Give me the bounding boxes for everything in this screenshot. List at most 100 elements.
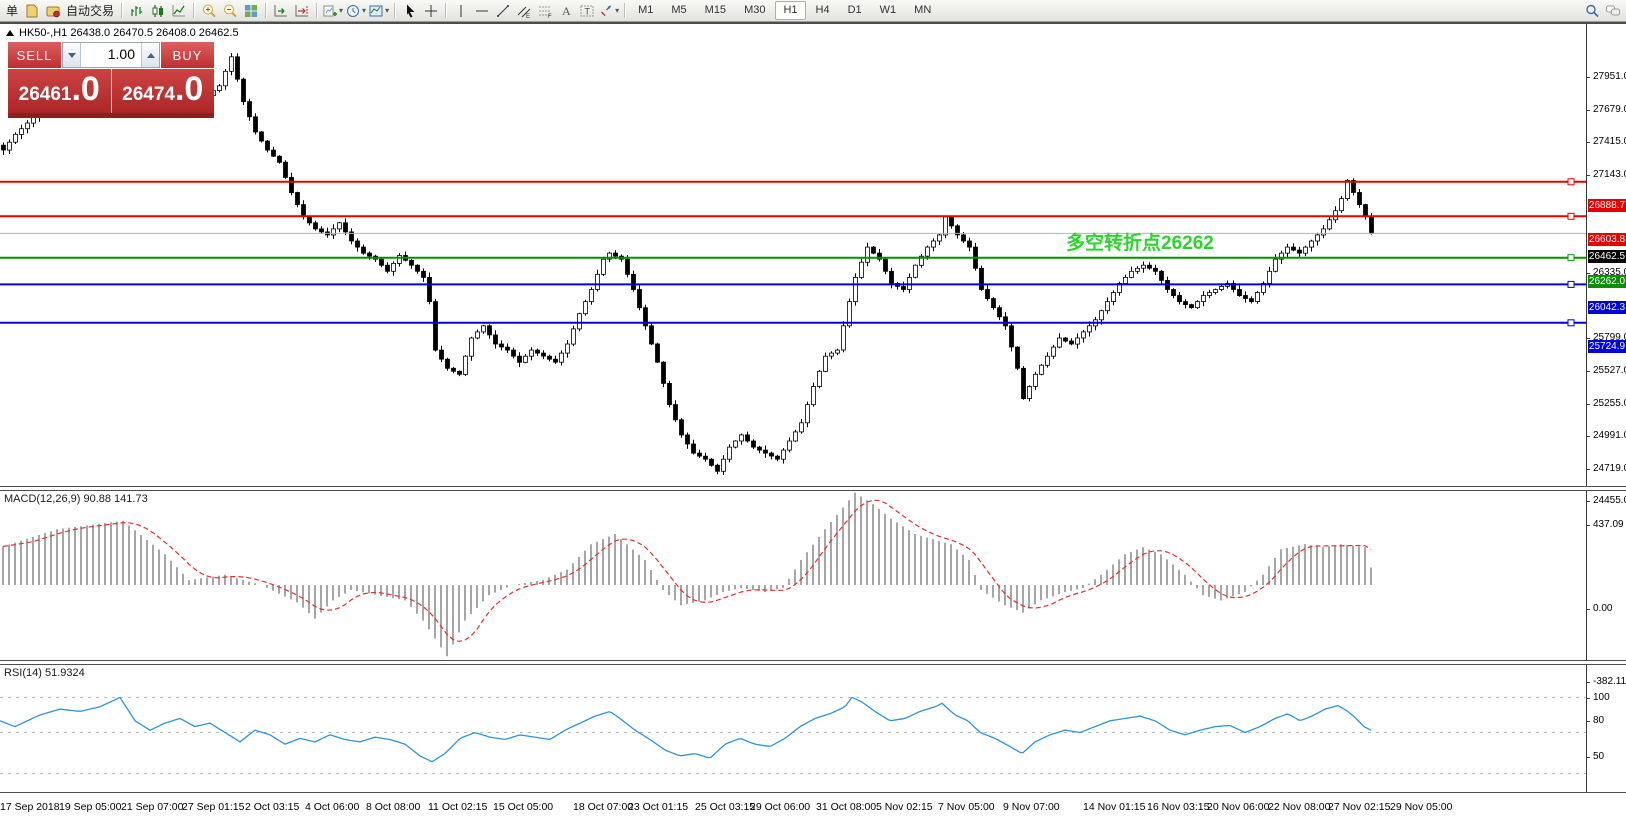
sell-price-button[interactable]: 26461.0 [8, 69, 111, 113]
date-tick-label: 4 Oct 06:00 [305, 801, 360, 813]
shift-glyph [295, 4, 308, 16]
zoom-out-button[interactable] [220, 1, 239, 20]
chart-area[interactable]: HK50-,H1 26438.0 26470.5 26408.0 26462.5… [0, 24, 1626, 821]
volume-input[interactable]: 1.00 [107, 46, 135, 62]
timeframe-m15-button[interactable]: M15 [704, 4, 727, 16]
fibonacci-button[interactable]: F [535, 1, 554, 20]
timeframe-m30-button[interactable]: M30 [744, 4, 766, 16]
toolbar-separator [265, 3, 267, 18]
dropdown-caret-icon[interactable]: ▾ [385, 6, 390, 15]
new-order-button[interactable]: 单 [6, 4, 19, 18]
arrows-button[interactable]: ▾ [598, 1, 619, 20]
volume-increase-button[interactable] [141, 43, 159, 67]
timeframe-h1-button[interactable]: H1 [775, 1, 806, 20]
vertical-line-button[interactable] [451, 1, 470, 20]
tick-mark [1586, 273, 1590, 274]
toolbar-separator [445, 3, 447, 18]
buy-price-frac: .0 [174, 70, 204, 108]
candlestick-chart-button[interactable] [148, 1, 167, 20]
tick-mark [1586, 371, 1590, 372]
dropdown-caret-icon[interactable]: ▾ [615, 6, 620, 15]
bar-chart-button[interactable] [127, 1, 146, 20]
candle-chart-glyph [152, 4, 163, 17]
timeframe-mn-button[interactable]: MN [914, 4, 932, 16]
timeframe-h4-button[interactable]: H4 [815, 4, 830, 16]
tick-mark [1586, 757, 1590, 758]
pane-separator-rsi[interactable] [0, 660, 1626, 665]
dropdown-caret-icon[interactable]: ▾ [362, 6, 367, 15]
line-handle-icon[interactable] [1567, 319, 1575, 327]
tick-mark [1586, 436, 1590, 437]
date-tick-label: 31 Oct 08:00 [816, 801, 877, 813]
timeframe-m1-button[interactable]: M1 [638, 4, 654, 16]
autotrading-button[interactable]: 自动交易 [66, 4, 115, 18]
collapse-triangle-icon[interactable] [6, 30, 14, 36]
tile-windows-button[interactable] [241, 1, 260, 20]
equidistant-channel-button[interactable]: E [514, 1, 533, 20]
caret-up-icon [146, 52, 155, 58]
date-tick-label: 17 Sep 2018 [0, 801, 60, 813]
toolbar-separator [624, 3, 626, 18]
buy-price-button[interactable]: 26474.0 [111, 69, 214, 113]
one-click-trading-panel: SELL 1.00 BUY 26461.0 26474.0 [8, 42, 214, 118]
timeframe-m5-button[interactable]: M5 [671, 4, 687, 16]
autotrading-icon[interactable] [43, 1, 62, 20]
line-handle-icon[interactable] [1567, 212, 1575, 220]
date-tick-label: 15 Oct 05:00 [493, 801, 554, 813]
autotrade-glyph [46, 6, 60, 17]
zoom-in-button[interactable] [199, 1, 218, 20]
textA-glyph: A [562, 4, 571, 18]
volume-decrease-button[interactable] [63, 43, 81, 67]
buy-button[interactable]: BUY [161, 42, 214, 68]
chart-shift-button[interactable] [292, 1, 311, 20]
timeframe-w1-button[interactable]: W1 [879, 4, 897, 16]
price-tick: 25799.0 [1593, 332, 1626, 343]
line-price-label: 26888.7 [1588, 199, 1626, 212]
zoom-out-glyph [223, 4, 237, 17]
new-chart-glyph [323, 5, 338, 16]
new-chart-button[interactable]: ▾ [322, 1, 343, 20]
svg-text:T: T [584, 6, 590, 16]
tick-mark [1586, 404, 1590, 405]
crosshair-button[interactable] [421, 1, 440, 20]
line-price-label: 25724.9 [1588, 340, 1626, 353]
macd-tick: 0.00 [1593, 603, 1613, 614]
trendline-button[interactable] [493, 1, 512, 20]
tick-mark [1586, 110, 1590, 111]
cursor-glyph [406, 4, 415, 18]
rsi-indicator-chart[interactable] [0, 665, 1586, 792]
chat-button[interactable] [1603, 1, 1622, 20]
new-order-icon[interactable] [22, 1, 41, 20]
tick-mark [1586, 77, 1590, 78]
tick-mark [1586, 142, 1590, 143]
symbol-header: HK50-,H1 26438.0 26470.5 26408.0 26462.5 [6, 27, 239, 39]
dropdown-caret-icon[interactable]: ▾ [339, 6, 344, 15]
templates-button[interactable]: ▾ [368, 1, 389, 20]
macd-indicator-chart[interactable] [0, 491, 1586, 660]
doc-gold-glyph [26, 4, 38, 17]
time-axis-border [0, 792, 1626, 793]
line-handle-icon[interactable] [1567, 280, 1575, 288]
line-chart-button[interactable] [169, 1, 188, 20]
auto-scroll-button[interactable] [271, 1, 290, 20]
horizontal-line-button[interactable] [472, 1, 491, 20]
line-handle-icon[interactable] [1567, 254, 1575, 262]
fibo-glyph: F [538, 6, 552, 19]
cursor-button[interactable] [400, 1, 419, 20]
sell-button[interactable]: SELL [8, 42, 61, 68]
price-axis-border [1586, 24, 1587, 792]
line-handle-icon[interactable] [1567, 178, 1575, 186]
text-label-button[interactable]: T [577, 1, 596, 20]
main-price-chart[interactable] [0, 24, 1586, 486]
periods-button[interactable]: ▾ [345, 1, 366, 20]
text-button[interactable]: A [556, 1, 575, 20]
svg-text:F: F [548, 14, 552, 19]
rsi-label: RSI(14) 51.9324 [4, 667, 85, 679]
price-tick: 25527.0 [1593, 365, 1626, 376]
date-tick-label: 27 Sep 01:15 [182, 801, 245, 813]
search-button[interactable] [1582, 1, 1601, 20]
chart-annotation: 多空转折点26262 [1066, 233, 1214, 254]
timeframe-d1-button[interactable]: D1 [847, 4, 862, 16]
pane-separator-macd[interactable] [0, 486, 1626, 491]
price-tick: 27679.0 [1593, 104, 1626, 115]
